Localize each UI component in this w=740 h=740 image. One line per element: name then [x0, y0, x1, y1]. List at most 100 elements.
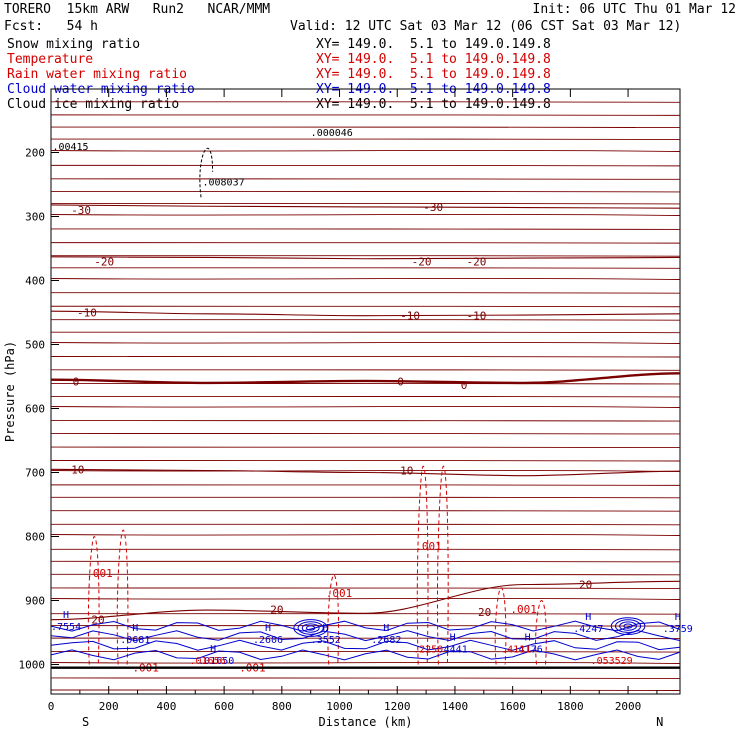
background-level-line: [50, 164, 681, 167]
cloud-water-max-label: .0681: [120, 635, 150, 646]
y-tick-label: 200: [25, 147, 45, 160]
cloud-water-max-label: .2606: [253, 635, 283, 646]
legend-rain-label: Rain water mixing ratio: [7, 67, 188, 82]
background-level-line: [50, 661, 681, 664]
isotherm--30: [50, 204, 681, 209]
legend-snow-label: Snow mixing ratio: [7, 37, 141, 52]
background-level-line: [50, 149, 681, 152]
rain-max-label: .053529: [591, 656, 633, 667]
y-tick-label: 800: [25, 531, 45, 544]
background-level-line: [50, 523, 681, 526]
isotherm-label: -30: [71, 204, 91, 217]
isotherm-0: [50, 372, 681, 385]
isotherm-10: [50, 468, 681, 477]
x-end-left: S: [82, 715, 89, 729]
y-tick-label: 1000: [19, 659, 46, 672]
cloud-water-max-ring: [293, 619, 328, 637]
background-level-line: [50, 446, 681, 449]
cloud-water-max-label: .4247: [573, 624, 603, 635]
background-level-line: [50, 277, 681, 280]
snow-label: .008037: [202, 177, 244, 188]
background-level-line: [50, 587, 681, 589]
background-level-line: [50, 213, 681, 216]
background-level-line: [50, 496, 681, 499]
background-level-line: [50, 405, 681, 408]
snow-contour: [199, 147, 214, 198]
cloud-water-max-label: .01650: [198, 656, 234, 667]
background-level-line: [50, 331, 681, 334]
snow-label: .00415: [52, 142, 88, 153]
rain-water-contour: [87, 535, 100, 665]
max-marker-h: H: [132, 623, 138, 634]
rain-water-contour: [116, 529, 129, 665]
max-marker-h: H: [525, 633, 531, 644]
cloud-water-max-label: .3552: [311, 635, 341, 646]
plot-frame: [50, 88, 681, 695]
y-tick-label: 500: [25, 339, 45, 352]
background-level-line: [50, 369, 681, 371]
cloud-water-contour: [50, 630, 681, 642]
cloud-water-max-ring: [623, 623, 633, 629]
header-fcst: Fcst: 54 h: [4, 19, 98, 34]
header-valid: Valid: 12 UTC Sat 03 Mar 12 (06 CST Sat …: [290, 19, 682, 34]
background-level-line: [50, 383, 681, 385]
snow-label: .000046: [311, 128, 353, 139]
cloud-water-max-ring: [301, 623, 320, 633]
isotherm-label: -20: [94, 255, 114, 268]
x-tick-label: 1000: [326, 700, 353, 713]
x-tick-label: 800: [272, 700, 292, 713]
legend-cloud-ice-xy: XY= 149.0. 5.1 to 149.0.149.8: [316, 97, 551, 112]
y-tick-label: 700: [25, 467, 45, 480]
background-level-line: [50, 126, 681, 129]
isotherm-label: 0: [397, 376, 404, 389]
background-level-line: [50, 202, 681, 205]
x-tick-label: 1200: [384, 700, 411, 713]
cloud-water-contour: [50, 639, 681, 651]
background-level-line: [50, 420, 681, 422]
cloud-water-max-label: .3759: [663, 624, 693, 635]
isotherm-20: [50, 580, 681, 621]
background-level-line: [50, 433, 681, 435]
background-level-line: [50, 484, 681, 486]
max-marker-h: H: [265, 623, 271, 634]
background-level-line: [50, 255, 681, 257]
y-axis-label: Pressure (hPa): [3, 341, 17, 442]
y-tick-label: 600: [25, 403, 45, 416]
background-level-line: [50, 356, 681, 358]
isotherm-label: 20: [579, 579, 592, 592]
header-init: Init: 06 UTC Thu 01 Mar 12: [532, 2, 737, 17]
isotherm-label: 0: [461, 379, 468, 392]
rain-label: .001: [415, 540, 442, 553]
x-tick-label: 600: [214, 700, 234, 713]
header-model: TORERO 15km ARW Run2 NCAR/MMM: [4, 2, 271, 17]
x-end-right: N: [656, 715, 663, 729]
y-tick-label: 900: [25, 595, 45, 608]
cloud-water-max-ring: [297, 621, 324, 635]
isotherm--10: [50, 310, 681, 317]
legend-snow-xy: XY= 149.0. 5.1 to 149.0.149.8: [316, 37, 551, 52]
isotherm-label: 0: [73, 376, 80, 389]
isotherm-label: -20: [412, 255, 432, 268]
background-level-line: [50, 190, 681, 193]
isotherm--20: [50, 256, 681, 260]
cloud-water-max-label: .7554: [51, 622, 81, 633]
cloud-water-max-label: .4176: [513, 645, 543, 656]
rain-water-contour: [327, 574, 340, 665]
legend-temperature-label: Temperature: [7, 52, 94, 67]
x-tick-label: 200: [99, 700, 119, 713]
background-level-line: [50, 319, 681, 321]
background-level-line: [50, 510, 681, 512]
background-level-line: [50, 178, 681, 180]
background-level-line: [50, 228, 681, 230]
isotherm-label: -30: [423, 201, 443, 214]
background-level-line: [50, 560, 681, 563]
cloud-water-max-ring: [619, 621, 637, 631]
background-level-line: [50, 548, 681, 551]
rain-max-label: .2250: [413, 645, 443, 656]
x-tick-label: 0: [48, 700, 55, 713]
y-tick-label: 400: [25, 275, 45, 288]
background-level-line: [50, 651, 681, 653]
background-level-line: [50, 292, 681, 294]
isotherm-label: 20: [478, 606, 491, 619]
